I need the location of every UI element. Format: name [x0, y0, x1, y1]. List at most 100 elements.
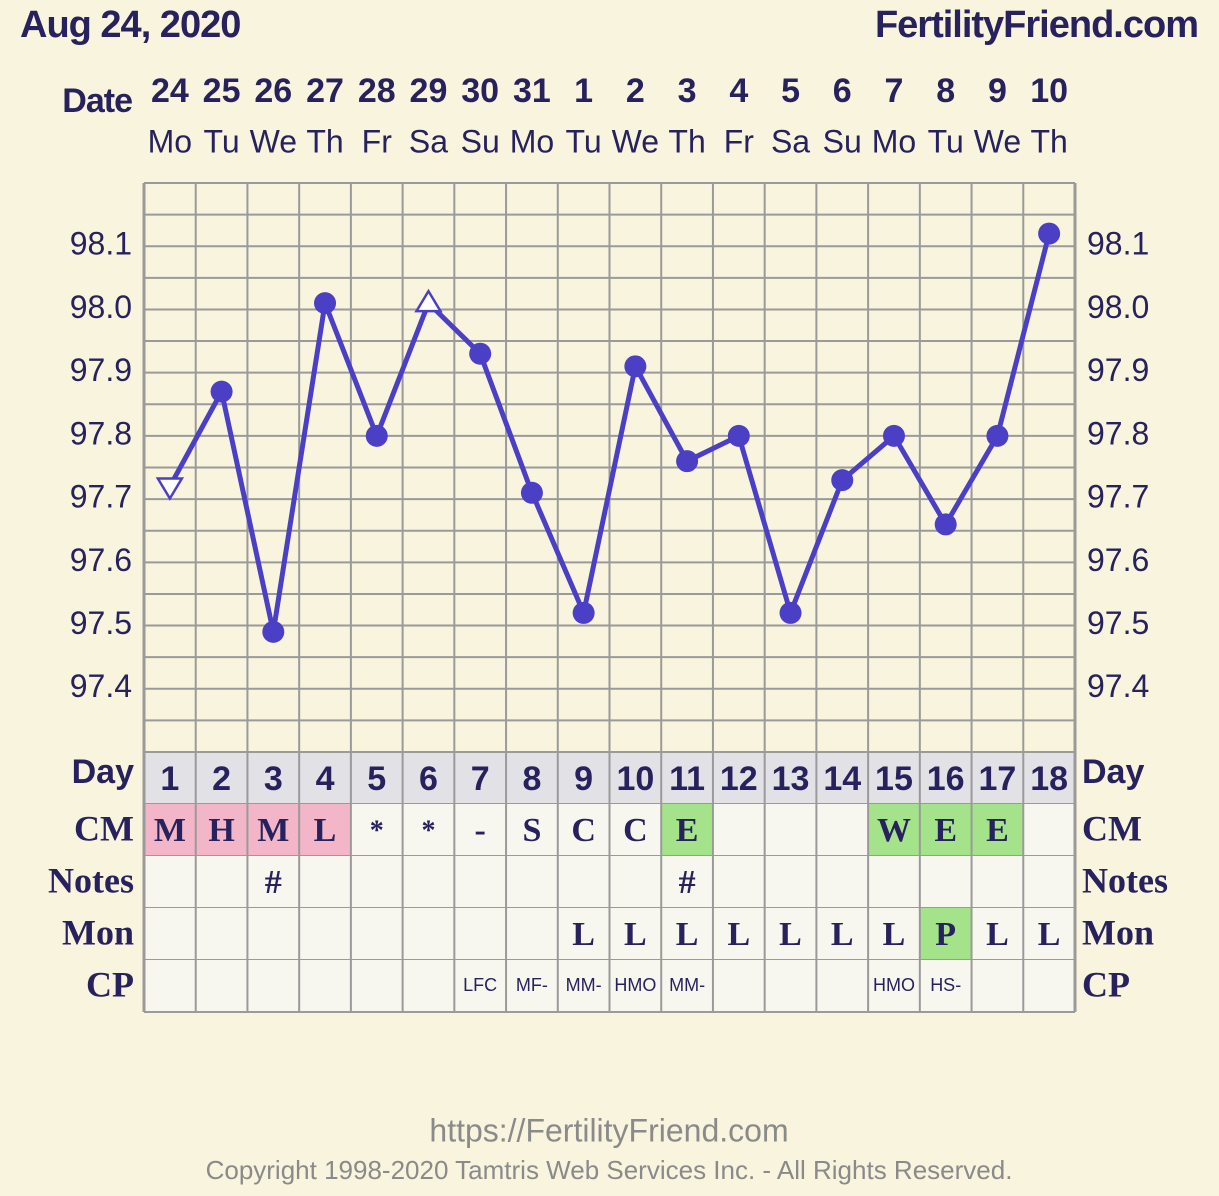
x-tick-label: 30 — [461, 72, 499, 110]
table-cell — [454, 752, 507, 804]
cell-text: 2 — [212, 760, 231, 798]
cell-text: L — [676, 916, 699, 953]
table-cell — [144, 804, 196, 856]
cell-text: E — [676, 812, 699, 849]
y2-tick-label: 98.0 — [1087, 289, 1149, 325]
weekday-label: Th — [668, 123, 705, 159]
table-cell — [299, 752, 351, 804]
x-tick-label: 28 — [358, 72, 396, 110]
cell-text: 14 — [823, 760, 861, 798]
cell-text: * — [370, 815, 384, 846]
row-label: CM — [1082, 808, 1142, 848]
y-tick-label: 97.8 — [70, 415, 132, 451]
x-tick-label: 1 — [574, 72, 593, 110]
data-point — [314, 292, 337, 315]
table-cell — [557, 856, 610, 908]
table-cell — [816, 856, 869, 908]
cell-text: MM- — [566, 975, 602, 995]
table-cell — [712, 960, 765, 1012]
table-cell — [868, 804, 920, 856]
y2-tick-label: 97.8 — [1087, 415, 1149, 451]
table-cell — [506, 752, 558, 804]
weekday-label: Mo — [872, 123, 916, 159]
data-point — [831, 469, 854, 492]
table-cell — [712, 908, 765, 960]
cell-text: LFC — [463, 975, 497, 995]
data-point — [934, 513, 957, 536]
table-cell — [868, 960, 920, 1012]
y2-tick-label: 97.7 — [1087, 479, 1149, 515]
x-tick-label: 27 — [306, 72, 344, 110]
data-point — [365, 424, 388, 447]
weekday-label: Tu — [928, 123, 964, 159]
data-point — [676, 450, 699, 473]
table-cell — [1023, 908, 1075, 960]
table-cell — [506, 960, 558, 1012]
row-label: CP — [86, 964, 134, 1004]
cell-text: C — [571, 812, 596, 849]
table-cell — [816, 804, 869, 856]
data-point — [155, 477, 185, 501]
cell-text: H — [208, 812, 234, 849]
table-cell — [454, 804, 507, 856]
footer-url: https://FertilityFriend.com — [429, 1112, 788, 1148]
row-label: Notes — [1082, 860, 1168, 900]
data-point — [1038, 222, 1061, 245]
cell-text: W — [877, 812, 911, 849]
table-cell — [661, 960, 713, 1012]
weekday-label: Tu — [204, 123, 240, 159]
table-cell — [402, 752, 455, 804]
cell-text: E — [986, 812, 1009, 849]
table-cell — [144, 856, 196, 908]
table-cell — [764, 908, 817, 960]
x-tick-label: 8 — [936, 72, 955, 110]
weekday-label: Tu — [566, 123, 602, 159]
table-cell — [661, 908, 713, 960]
x-tick-label: 25 — [203, 72, 241, 110]
cell-text: L — [883, 916, 906, 953]
cell-text: 12 — [720, 760, 758, 798]
cell-text: HMO — [614, 975, 656, 995]
table-cell — [971, 804, 1024, 856]
cell-text: MF- — [516, 975, 548, 995]
weekday-label: Su — [461, 123, 500, 159]
table-cell — [144, 960, 196, 1012]
table-cell — [299, 804, 351, 856]
table-cell — [195, 908, 248, 960]
cell-text: 8 — [522, 760, 541, 798]
weekday-label: We — [974, 123, 1021, 159]
weekday-label: Mo — [148, 123, 192, 159]
row-label: Mon — [62, 912, 134, 952]
table-cell — [868, 752, 920, 804]
table-cell — [868, 856, 920, 908]
table-cell — [454, 908, 507, 960]
x-tick-label: 9 — [988, 72, 1007, 110]
chart-date: Aug 24, 2020 — [20, 4, 240, 46]
table-cell — [350, 908, 403, 960]
table-cell — [247, 752, 300, 804]
table-cell — [661, 752, 713, 804]
table-cell — [764, 804, 817, 856]
weekday-label: We — [250, 123, 297, 159]
table-cell — [764, 960, 817, 1012]
data-point — [779, 601, 802, 624]
table-cell — [609, 804, 662, 856]
data-point — [727, 424, 750, 447]
table-cell — [299, 856, 351, 908]
table-cell — [247, 856, 300, 908]
table-cell — [919, 856, 972, 908]
cell-text: * — [421, 815, 435, 846]
cell-text: 13 — [772, 760, 810, 798]
cell-text: L — [727, 916, 750, 953]
weekday-label: Sa — [771, 123, 810, 159]
table-cell — [195, 804, 248, 856]
table-cell — [557, 960, 610, 1012]
table-cell — [609, 908, 662, 960]
table-cell — [816, 908, 869, 960]
cell-text: C — [623, 812, 648, 849]
row-label: Notes — [48, 860, 134, 900]
y2-tick-label: 97.9 — [1087, 352, 1149, 388]
cell-text: 1 — [160, 760, 179, 798]
weekday-label: Th — [306, 123, 343, 159]
row-label: Mon — [1082, 912, 1154, 952]
